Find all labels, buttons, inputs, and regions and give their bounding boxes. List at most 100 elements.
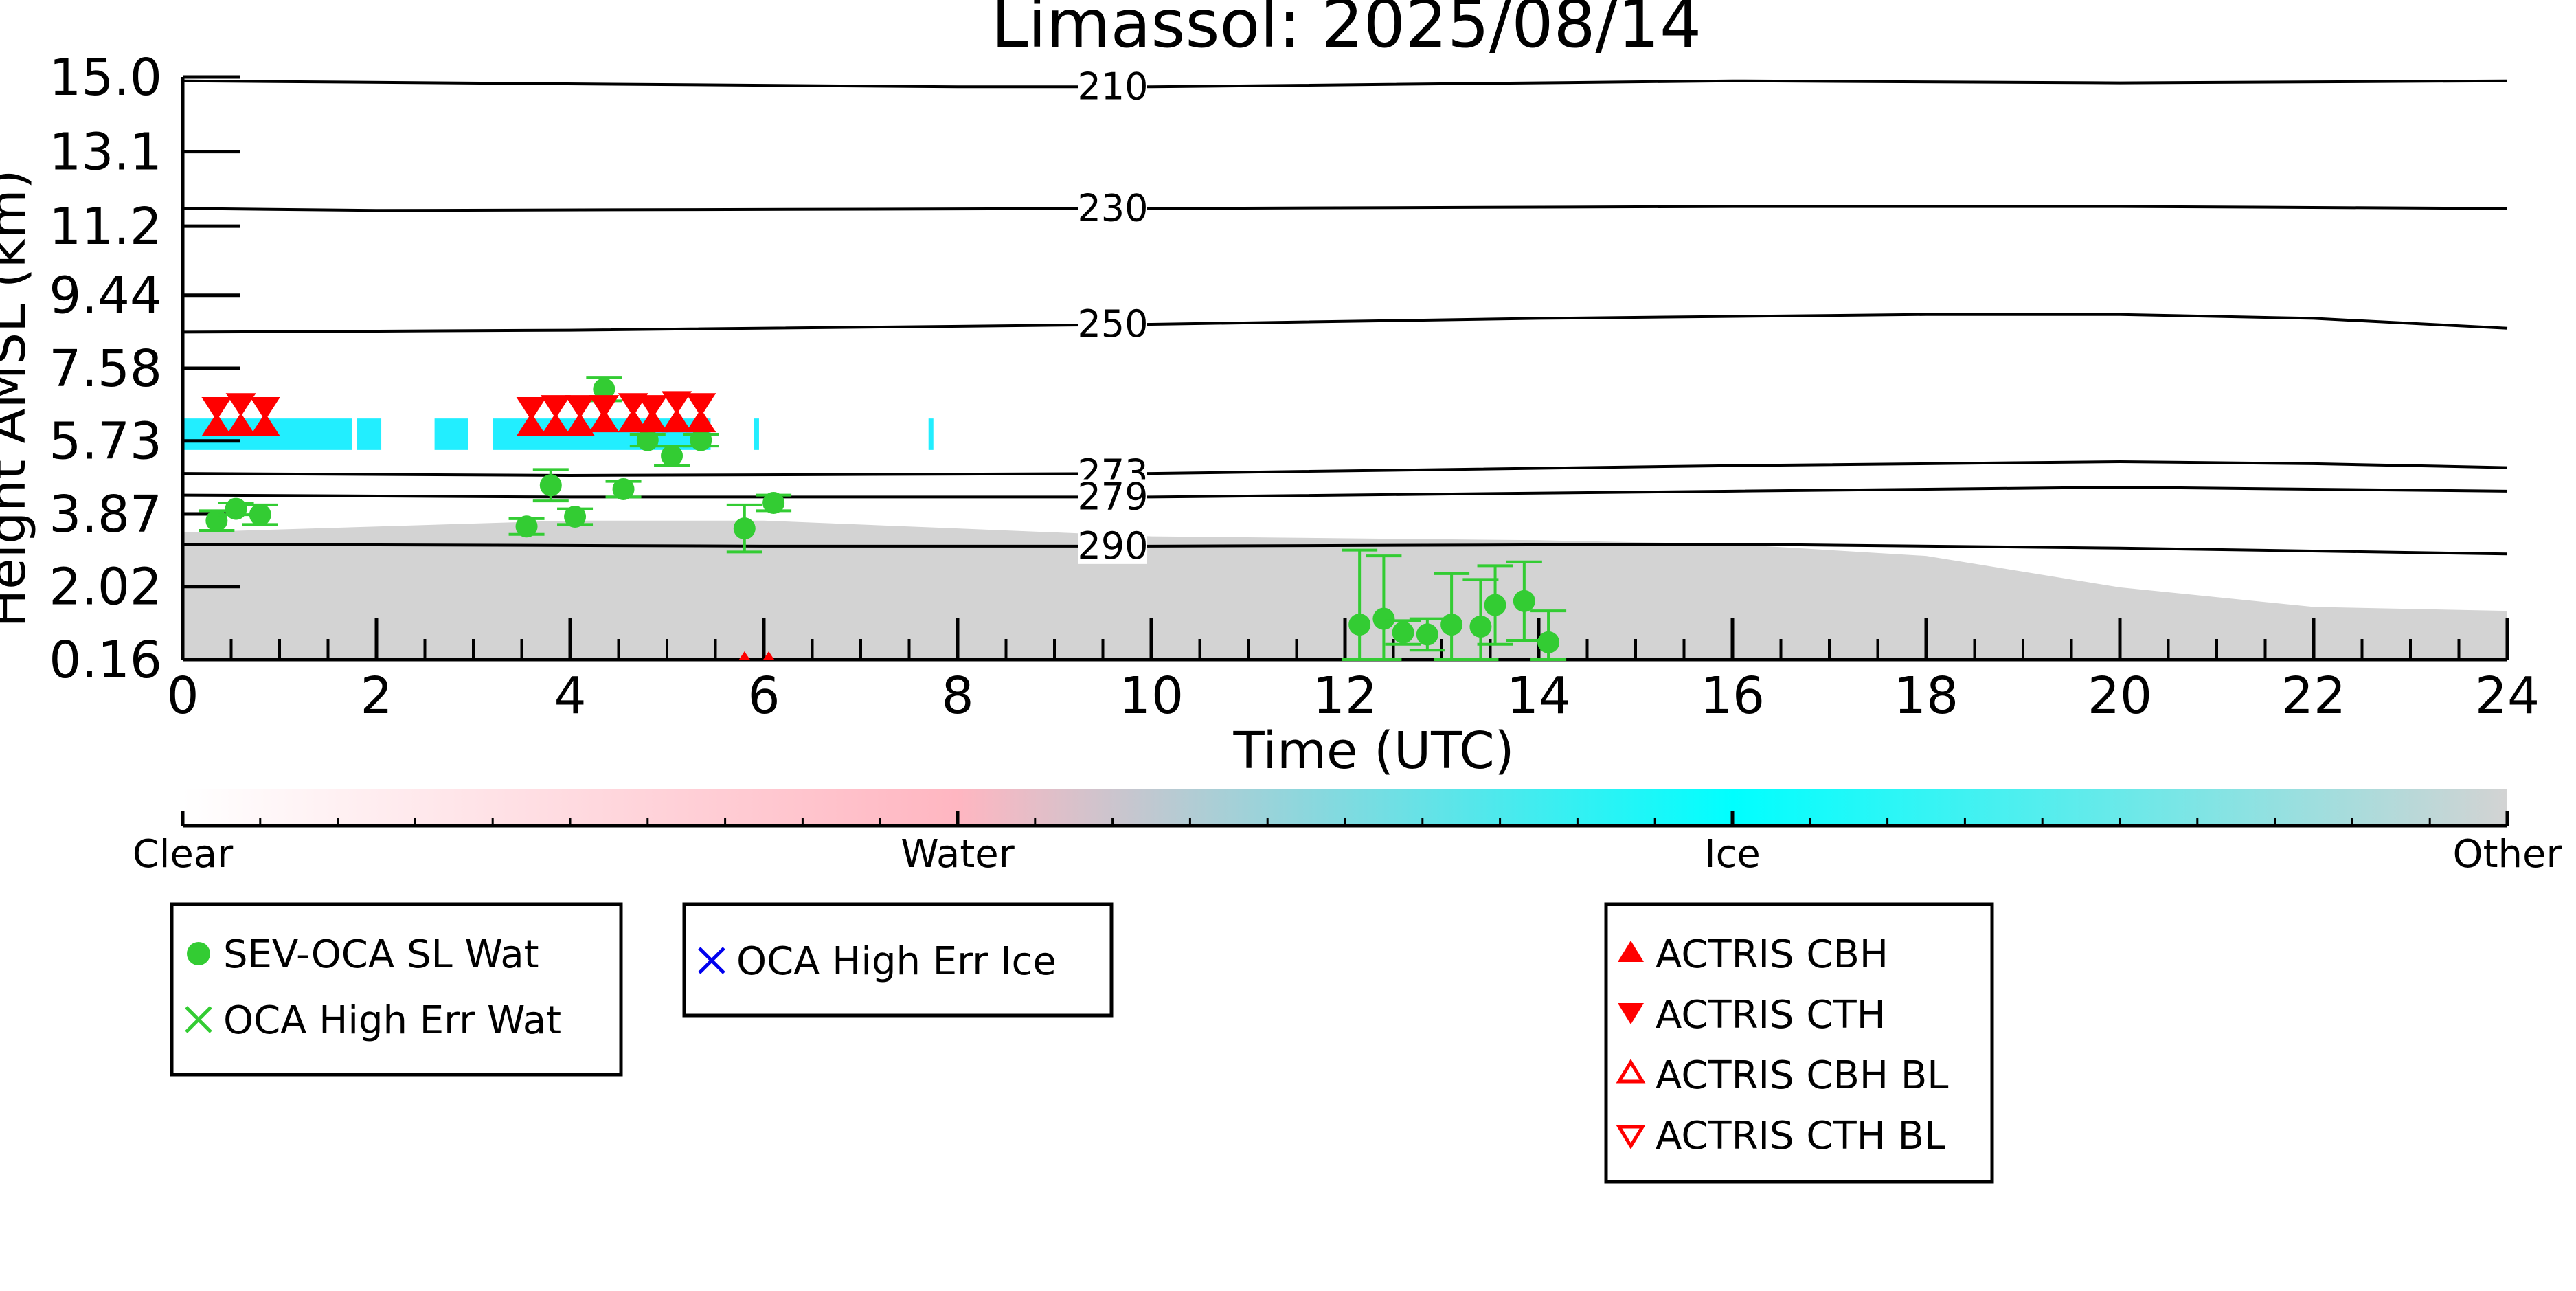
colorbar-label-ice: Ice [1704, 832, 1761, 877]
x-tick-label: 12 [1313, 666, 1377, 726]
x-tick-label: 16 [1700, 666, 1765, 726]
sev-oca-water-point [1513, 590, 1535, 612]
x-tick-label: 18 [1894, 666, 1958, 726]
legend-entry-actris-cth-bl: ACTRIS CTH BL [1656, 1114, 1945, 1158]
legend-entry-oca-high-err-ice: OCA High Err Ice [736, 939, 1057, 984]
legend-entry-sev-oca-sl-wat: SEV-OCA SL Wat [223, 932, 539, 977]
isotherm-line-279 [182, 486, 2508, 499]
legend-entry-actris-cbh: ACTRIS CBH [1656, 932, 1888, 977]
ice-class-region [928, 418, 934, 450]
isotherm-line-230 [182, 205, 2508, 212]
blue-x-marker-icon [698, 947, 725, 974]
y-tick-label: 7.58 [49, 339, 162, 398]
actris-cbh-point [662, 409, 692, 433]
sev-oca-water-point [612, 478, 635, 500]
isotherm-line-290 [182, 542, 2508, 556]
actris-cbh-point [618, 409, 648, 433]
data-layer [199, 376, 1567, 661]
legend-box-actris: ACTRIS CBH ACTRIS CTH ACTRIS CBH BL ACTR… [1604, 902, 1994, 1184]
isotherm-line-250 [182, 313, 2508, 334]
sev-oca-water-point [661, 445, 683, 467]
y-tick-label: 11.2 [49, 197, 162, 256]
triangle-up-outline-icon [1616, 1059, 1646, 1084]
sev-oca-water-point [1484, 594, 1506, 616]
legend-entry-oca-high-err-wat: OCA High Err Wat [223, 998, 561, 1043]
x-tick-label: 10 [1119, 666, 1184, 726]
x-tick-label: 4 [554, 666, 586, 726]
y-axis-label: Height AMSL (km) [0, 169, 37, 627]
sev-oca-water-point [225, 497, 247, 520]
x-tick-label: 8 [941, 666, 973, 726]
sev-oca-water-point [1440, 614, 1463, 636]
sev-oca-water-point [1416, 623, 1438, 646]
x-tick-label: 20 [2088, 666, 2152, 726]
actris-cbh-point [738, 651, 750, 660]
chart-title: Limassol: 2025/08/14 [991, 0, 1702, 63]
y-tick-label: 0.16 [49, 631, 162, 690]
actris-cth-point [637, 395, 668, 419]
actris-cth-point [249, 397, 280, 420]
triangle-down-outline-icon [1616, 1125, 1646, 1149]
legend-box-ice: OCA High Err Ice [682, 902, 1114, 1018]
sev-oca-water-point [762, 492, 785, 514]
legend-entry-actris-cbh-bl: ACTRIS CBH BL [1656, 1053, 1948, 1098]
isotherm-line-210 [182, 79, 2508, 89]
x-tick-label: 24 [2475, 666, 2540, 726]
x-tick-label: 6 [747, 666, 780, 726]
actris-cbh-point [516, 412, 547, 436]
isotherm-label-bg [1078, 479, 1147, 515]
isotherm-label-bg [1078, 190, 1147, 227]
y-tick-label: 2.02 [49, 558, 162, 617]
sev-oca-water-point [249, 504, 271, 526]
sev-oca-water-point [636, 429, 659, 451]
sev-oca-water-point [1372, 607, 1395, 630]
actris-cth-point [589, 395, 620, 419]
triangle-up-icon [1618, 941, 1644, 962]
isotherm-label-bg [1078, 69, 1147, 105]
actris-cth-point [565, 395, 596, 419]
actris-cbh-point [249, 412, 280, 436]
ice-class-region [754, 418, 759, 450]
isotherm-label-bg [1078, 528, 1147, 564]
x-tick-label: 2 [360, 666, 392, 726]
actris-cbh-point [589, 409, 620, 433]
legend-entry-actris-cth: ACTRIS CTH [1656, 993, 1886, 1037]
sev-oca-water-point [539, 474, 562, 497]
ice-class-region [434, 418, 468, 450]
sev-oca-water-point [1348, 614, 1371, 636]
actris-cth-point [540, 395, 571, 419]
y-tick-label: 13.1 [49, 123, 162, 182]
colorbar-label-water: Water [901, 832, 1015, 877]
actris-cbh-point [637, 409, 668, 433]
actris-cth-point [516, 397, 547, 420]
colorbar: Clear Water Ice Other [133, 789, 2562, 877]
colorbar-ticks [181, 811, 2509, 828]
isotherm-label-250: 250 [1077, 302, 1148, 346]
sev-oca-water-point [515, 515, 538, 538]
legend-frame [682, 902, 1114, 1018]
sev-oca-water-point [733, 517, 756, 540]
isotherm-label-230: 230 [1077, 186, 1148, 229]
circle-marker-icon [187, 942, 210, 965]
isotherm-line-273 [182, 460, 2508, 478]
x-tick-label: 14 [1506, 666, 1571, 726]
actris-cth-point [201, 397, 232, 420]
sev-oca-water-point [564, 506, 587, 528]
isotherm-label-210: 210 [1077, 65, 1148, 108]
actris-cbh-point [225, 412, 256, 436]
sev-oca-water-point [1392, 621, 1414, 644]
colorbar-label-other: Other [2452, 832, 2562, 877]
actris-cth-point [686, 393, 716, 417]
triangle-down-icon [1618, 1003, 1644, 1024]
sev-oca-water-point [1537, 631, 1560, 653]
isotherm-label-279: 279 [1077, 475, 1148, 518]
green-x-marker-icon [185, 1006, 212, 1033]
y-tick-label: 9.44 [49, 267, 162, 326]
axes-layer: 0 2 4 6 8 10 12 14 16 18 20 22 240.162.023.875.737.5… [49, 48, 2540, 726]
isotherm-label-bg [1078, 306, 1147, 342]
isotherm-label-290: 290 [1077, 524, 1148, 568]
legend-frame [170, 902, 623, 1077]
sev-oca-water-point [205, 509, 228, 532]
x-tick-label: 0 [166, 666, 199, 726]
